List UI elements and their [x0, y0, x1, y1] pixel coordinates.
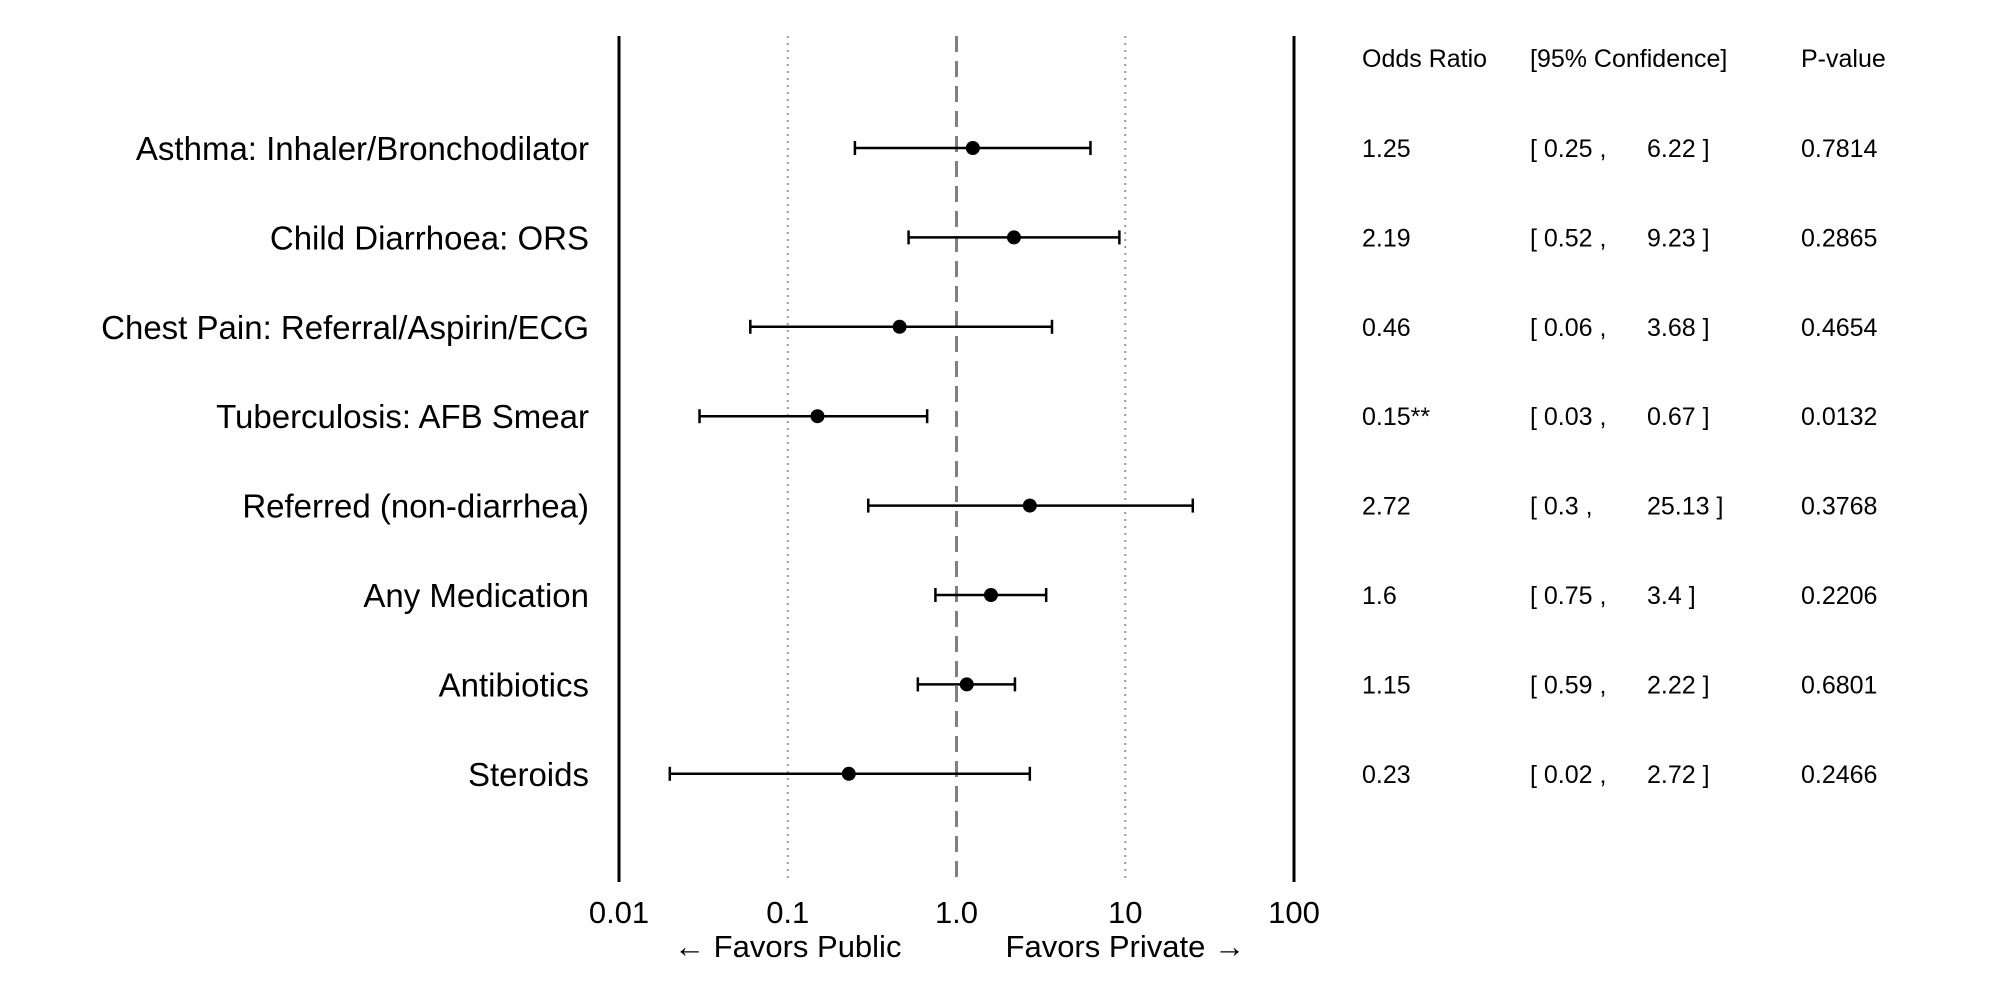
odds-ratio-point [810, 409, 825, 424]
x-tick-label: 0.1 [766, 895, 809, 930]
ci-lower-value: [ 0.06 , [1530, 314, 1606, 342]
ci-lower-value: [ 0.59 , [1530, 671, 1606, 699]
ci-upper-value: 0.67 ] [1647, 403, 1710, 431]
ci-lower-value: [ 0.52 , [1530, 224, 1606, 252]
confidence-header: [95% Confidence] [1530, 45, 1727, 73]
p-value: 0.7814 [1801, 135, 1878, 163]
odds-ratio-point [892, 319, 907, 334]
favors-public-label: ← Favors Public [674, 929, 901, 964]
p-value: 0.0132 [1801, 403, 1877, 431]
odds-ratio-point [959, 677, 974, 692]
odds-ratio-point [983, 588, 998, 602]
estimate-row [698, 409, 929, 424]
ci-lower-value: [ 0.75 , [1530, 582, 1606, 610]
row-labels: Asthma: Inhaler/Bronchodilator Child Diar… [101, 130, 589, 793]
odds-ratio-point [965, 141, 980, 155]
p-value: 0.2865 [1801, 224, 1877, 252]
odds-ratio-value: 2.72 [1362, 493, 1411, 521]
estimate-row [934, 588, 1048, 602]
odds-ratio-header: Odds Ratio [1362, 45, 1487, 73]
row-label: Steroids [468, 756, 589, 793]
estimate-row [749, 319, 1054, 334]
ci-lower-value: [ 0.25 , [1530, 135, 1606, 163]
ci-upper-value: 9.23 ] [1647, 224, 1710, 252]
ci-upper-value: 6.22 ] [1647, 135, 1710, 163]
row-label: Tuberculosis: AFB Smear [216, 398, 589, 435]
odds-ratio-point [841, 766, 856, 781]
odds-ratio-point [1006, 230, 1021, 245]
p-value: 0.6801 [1801, 671, 1877, 699]
odds-ratio-value: 2.19 [1362, 224, 1411, 252]
odds-ratio-value: 0.23 [1362, 761, 1411, 789]
estimate-row [853, 141, 1092, 155]
estimates [668, 141, 1195, 781]
ci-upper-value: 25.13 ] [1647, 493, 1723, 521]
p-value: 0.3768 [1801, 493, 1877, 521]
odds-ratio-point [1022, 498, 1037, 513]
row-label: Any Medication [363, 577, 589, 614]
row-label: Referred (non-diarrhea) [242, 488, 589, 525]
ci-upper-value: 3.68 ] [1647, 314, 1710, 342]
x-axis: 0.01 0.1 1.0 10 100 ← Favors Public Favors Pri… [589, 895, 1320, 964]
ci-lower-value: [ 0.03 , [1530, 403, 1606, 431]
ci-upper-value: 3.4 ] [1647, 582, 1696, 610]
ci-upper-value: 2.22 ] [1647, 671, 1710, 699]
favors-private-label: Favors Private → [1006, 929, 1245, 964]
row-label: Asthma: Inhaler/Bronchodilator [136, 130, 589, 167]
odds-ratio-value: 1.25 [1362, 135, 1411, 163]
odds-ratio-value: 0.15** [1362, 403, 1430, 431]
p-value: 0.2206 [1801, 582, 1877, 610]
p-value: 0.4654 [1801, 314, 1878, 342]
p-value: 0.2466 [1801, 761, 1877, 789]
odds-ratio-value: 1.15 [1362, 671, 1411, 699]
row-label: Chest Pain: Referral/Aspirin/ECG [101, 309, 589, 346]
x-tick-label: 10 [1108, 895, 1142, 930]
p-value-header: P-value [1801, 45, 1886, 73]
ci-lower-value: [ 0.02 , [1530, 761, 1606, 789]
x-tick-label: 1.0 [935, 895, 978, 930]
estimate-row [907, 230, 1121, 245]
estimate-row [867, 498, 1195, 513]
x-tick-label: 0.01 [589, 895, 649, 930]
ci-lower-value: [ 0.3 , [1530, 493, 1593, 521]
row-label: Child Diarrhoea: ORS [270, 219, 589, 256]
estimate-row [916, 677, 1017, 692]
plot-frame [617, 36, 1296, 882]
results-table: Odds Ratio [95% Confidence] P-value 1.25 [ 0… [1362, 45, 1886, 789]
ci-upper-value: 2.72 ] [1647, 761, 1710, 789]
row-label: Antibiotics [439, 666, 589, 703]
odds-ratio-value: 1.6 [1362, 582, 1397, 610]
gridlines [786, 36, 1127, 882]
estimate-row [668, 766, 1032, 781]
x-tick-label: 100 [1268, 895, 1320, 930]
odds-ratio-value: 0.46 [1362, 314, 1411, 342]
